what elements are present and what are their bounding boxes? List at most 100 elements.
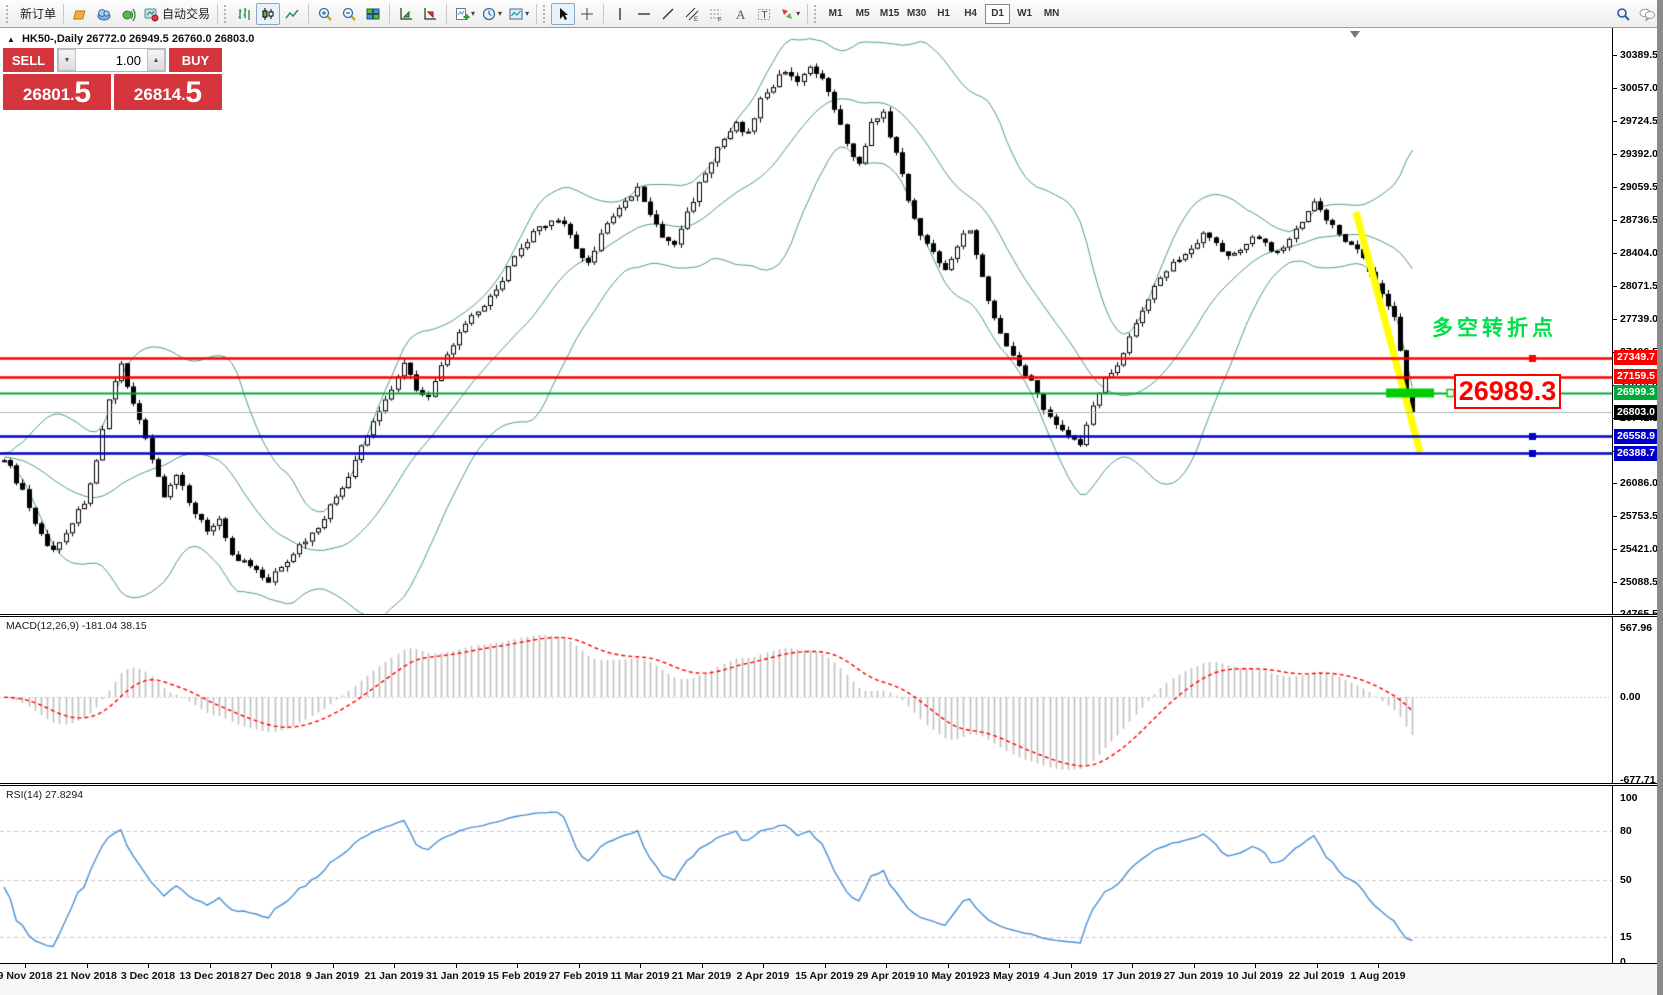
- text-icon: A: [732, 6, 748, 22]
- time-axis[interactable]: 9 Nov 2018 21 Nov 2018 3 Dec 2018 13 Dec 20…: [0, 963, 1663, 995]
- indicators-window-button[interactable]: [394, 3, 418, 25]
- search-button[interactable]: [1611, 3, 1635, 25]
- ask-price-display[interactable]: 26814 . 5: [114, 74, 222, 110]
- periods-clock-icon: [481, 6, 497, 22]
- label-button[interactable]: T: [752, 3, 776, 25]
- price-tick: 28404.0: [1620, 246, 1658, 259]
- bar-chart-button[interactable]: [232, 3, 256, 25]
- date-label: 27 Dec 2018: [240, 970, 302, 982]
- fibonacci-icon: F: [708, 6, 724, 22]
- toolbar-grip[interactable]: [6, 4, 10, 23]
- annotation-turning-point-text[interactable]: 多空转折点: [1432, 317, 1557, 340]
- annotation-price-label[interactable]: 26989.3: [1454, 374, 1561, 409]
- buy-button[interactable]: BUY: [169, 48, 222, 72]
- chart-shift-marker-icon[interactable]: [1350, 31, 1360, 38]
- line-chart-icon: [284, 6, 300, 22]
- rsi-axis-label: 50: [1620, 874, 1632, 886]
- zoom-in-button[interactable]: [313, 3, 337, 25]
- text-button[interactable]: A: [728, 3, 752, 25]
- pane-splitter[interactable]: [0, 783, 1663, 786]
- timeframe-w1[interactable]: W1: [1017, 8, 1033, 19]
- svg-text:E: E: [694, 17, 698, 22]
- price-tick: 29059.5: [1620, 181, 1658, 194]
- autotrading-button[interactable]: 自动交易: [140, 3, 213, 25]
- timeframe-d1[interactable]: D1: [985, 3, 1011, 24]
- rsi-canvas[interactable]: [0, 786, 1612, 963]
- cursor-button[interactable]: [551, 2, 576, 25]
- timeframe-h1[interactable]: H1: [937, 8, 950, 19]
- horizontal-line-button[interactable]: [632, 3, 656, 25]
- candlestick-chart-button[interactable]: [256, 2, 281, 25]
- zoom-out-button[interactable]: [337, 3, 361, 25]
- timeframe-m1[interactable]: M1: [828, 8, 843, 19]
- volume-decrease-button[interactable]: ▼: [58, 49, 76, 71]
- timeframe-m15[interactable]: M15: [879, 8, 900, 19]
- crosshair-icon: [579, 6, 595, 22]
- news-icon: [120, 6, 136, 22]
- price-tick: 25421.0: [1620, 542, 1658, 555]
- one-click-trade-panel: SELL ▼ ▲ BUY 26801 . 5 26814: [3, 48, 222, 110]
- date-label: 15 Apr 2019: [795, 970, 854, 982]
- ask-main-digits: 26814: [133, 85, 182, 104]
- date-label: 29 Apr 2019: [856, 970, 916, 982]
- templates-button[interactable]: ▾: [505, 3, 532, 25]
- trendline-button[interactable]: [656, 3, 680, 25]
- new-chart-button[interactable]: ▾: [451, 3, 478, 25]
- price-tick: 30057.0: [1620, 82, 1658, 95]
- timeframe-h4[interactable]: H4: [964, 8, 977, 19]
- volume-input[interactable]: [76, 49, 147, 71]
- price-tick: 25753.5: [1620, 509, 1658, 522]
- line-chart-button[interactable]: [280, 3, 304, 25]
- crosshair-button[interactable]: [575, 3, 599, 25]
- profiles-button[interactable]: [92, 3, 116, 25]
- new-chart-dropdown-icon[interactable]: ▾: [471, 9, 476, 18]
- price-tick: 28736.5: [1620, 213, 1658, 226]
- channel-button[interactable]: E: [680, 3, 704, 25]
- objects-window-button[interactable]: [418, 3, 442, 25]
- date-label: 10 Jul 2019: [1226, 970, 1284, 982]
- timeframe-m30[interactable]: M30: [906, 8, 927, 19]
- macd-canvas[interactable]: [0, 617, 1612, 783]
- vertical-line-button[interactable]: [608, 3, 632, 25]
- bid-price-display[interactable]: 26801 . 5: [3, 74, 111, 110]
- candlestick-chart-icon: [260, 6, 276, 22]
- arrows-button[interactable]: ▾: [776, 3, 803, 25]
- tile-windows-button[interactable]: [361, 3, 385, 25]
- toolbar-grip[interactable]: [224, 4, 228, 23]
- arrows-dropdown-icon[interactable]: ▾: [796, 9, 801, 18]
- toolbar-grip[interactable]: [543, 4, 547, 23]
- pane-splitter[interactable]: [0, 614, 1663, 617]
- market-watch-button[interactable]: [68, 3, 92, 25]
- date-label: 9 Jan 2019: [305, 970, 360, 982]
- timeframe-mn[interactable]: MN: [1043, 8, 1060, 19]
- templates-dropdown-icon[interactable]: ▾: [525, 9, 530, 18]
- price-level-badge: 26803.0: [1614, 404, 1661, 420]
- date-label: 1 Aug 2019: [1350, 970, 1406, 982]
- toolbar: 新订单 自动交易: [0, 0, 1663, 28]
- objects-window-icon: [422, 6, 438, 22]
- volume-increase-button[interactable]: ▲: [147, 49, 165, 71]
- main-chart-canvas[interactable]: [0, 28, 1612, 614]
- price-tick: 25088.5: [1620, 575, 1658, 588]
- toolbar-grip[interactable]: [814, 4, 818, 23]
- date-label: 27 Feb 2019: [548, 970, 609, 982]
- separator: [446, 3, 448, 24]
- macd-axis-label: 0.00: [1620, 691, 1641, 703]
- sell-button[interactable]: SELL: [3, 48, 54, 72]
- periods-dropdown-icon[interactable]: ▾: [498, 9, 503, 18]
- news-button[interactable]: [116, 3, 140, 25]
- bar-chart-icon: [236, 6, 252, 22]
- timeframe-m5[interactable]: M5: [855, 8, 870, 19]
- new-order-button[interactable]: 新订单: [14, 3, 59, 25]
- separator: [536, 3, 538, 24]
- date-label: 15 Feb 2019: [487, 970, 547, 982]
- new-chart-icon: [454, 6, 470, 22]
- price-axis[interactable]: 30389.5 30057.0 29724.5 29392.0 29059.5 28736…: [1612, 28, 1663, 968]
- periods-button[interactable]: ▾: [478, 3, 505, 25]
- fibonacci-button[interactable]: F: [704, 3, 728, 25]
- rsi-axis-label: 80: [1620, 824, 1632, 837]
- date-label: 4 Jun 2019: [1043, 970, 1098, 982]
- collapse-trade-panel-icon[interactable]: ▲: [7, 35, 15, 44]
- chat-button[interactable]: [1635, 3, 1659, 25]
- price-level-badge: 26999.3: [1614, 385, 1661, 401]
